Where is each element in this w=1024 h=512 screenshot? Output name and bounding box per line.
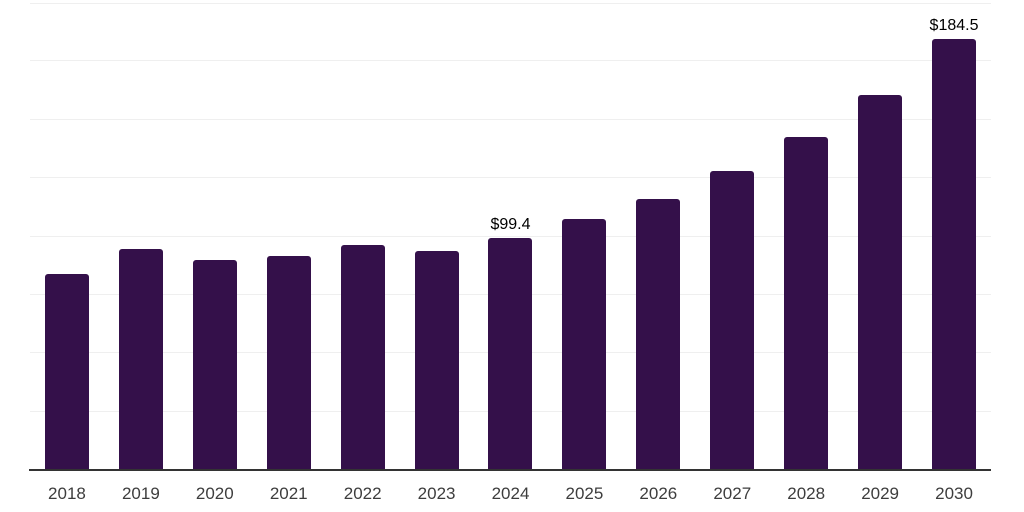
gridline — [30, 3, 991, 4]
gridline — [30, 118, 991, 120]
bar-band-2028 — [769, 3, 843, 470]
bar-2018 — [44, 273, 89, 470]
bars-container: $99.4 $184.5 — [30, 3, 991, 470]
x-tick-label-2028: 2028 — [787, 484, 826, 503]
x-tick-label-2029: 2029 — [861, 484, 900, 503]
bar-band-2026 — [621, 3, 695, 470]
x-tick-label-2023: 2023 — [417, 484, 456, 503]
x-tick-label-2020: 2020 — [195, 484, 234, 503]
bar-2029 — [858, 95, 903, 470]
x-tick-label-2019: 2019 — [121, 484, 160, 503]
bar-band-2018 — [30, 3, 104, 470]
bar-data-label-2024: $99.4 — [490, 215, 531, 233]
x-tick-label-2021: 2021 — [269, 484, 308, 503]
bar-2023 — [414, 250, 459, 470]
bar-band-2024: $99.4 — [474, 3, 548, 470]
x-tick-label-2025: 2025 — [565, 484, 604, 503]
bar-2030 — [932, 39, 977, 470]
bar-2019 — [118, 248, 163, 470]
bar-band-2022 — [326, 3, 400, 470]
bar-2020 — [192, 260, 237, 470]
bar-band-2019 — [104, 3, 178, 470]
gridline — [30, 177, 991, 179]
bar-band-2025 — [547, 3, 621, 470]
bar-2027 — [710, 171, 755, 470]
plot-area: $99.4 $184.5 — [30, 3, 991, 470]
x-tick-label-2027: 2027 — [713, 484, 752, 503]
bar-data-label-2030: $184.5 — [929, 17, 979, 35]
bar-2022 — [340, 244, 385, 470]
x-tick-label-2022: 2022 — [343, 484, 382, 503]
gridline — [30, 235, 991, 237]
x-tick-label-2026: 2026 — [639, 484, 678, 503]
bar-band-2029 — [843, 3, 917, 470]
gridline — [30, 60, 991, 62]
x-tick-label-2018: 2018 — [48, 484, 86, 503]
bar-2026 — [636, 198, 681, 470]
bar-band-2021 — [252, 3, 326, 470]
bar-2025 — [562, 219, 607, 470]
bar-band-2030: $184.5 — [917, 3, 991, 470]
x-axis-line — [29, 469, 991, 471]
bar-band-2023 — [400, 3, 474, 470]
bar-2028 — [784, 137, 829, 470]
bar-band-2027 — [695, 3, 769, 470]
bar-band-2020 — [178, 3, 252, 470]
bar-2024 — [488, 237, 533, 470]
bar-2021 — [266, 255, 311, 470]
x-tick-label-2030: 2030 — [935, 484, 973, 503]
x-axis-tick-labels: 2018 2019 2020 2021 2022 2023 2024 2025 2026 2027… — [30, 484, 991, 504]
x-tick-label-2024: 2024 — [491, 484, 530, 503]
